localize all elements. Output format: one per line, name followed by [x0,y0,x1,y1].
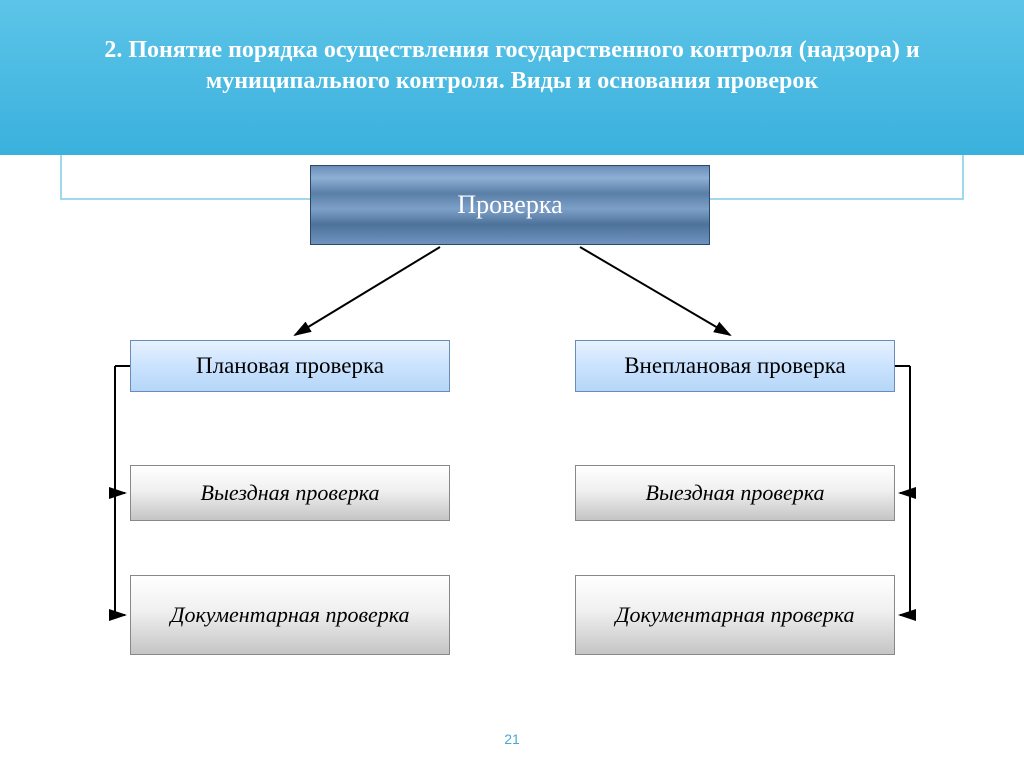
node-root-label: Проверка [457,189,562,220]
node-right-onsite-label: Выездная проверка [646,480,825,506]
node-left-documentary: Документарная проверка [130,575,450,655]
node-unplanned: Внеплановая проверка [575,340,895,392]
node-left-onsite-label: Выездная проверка [201,480,380,506]
node-planned: Плановая проверка [130,340,450,392]
slide-title: 2. Понятие порядка осуществления государ… [0,0,1024,155]
flowchart: Проверка Плановая проверка Внеплановая п… [0,165,1024,725]
node-unplanned-label: Внеплановая проверка [624,352,846,380]
node-right-documentary-label: Документарная проверка [615,602,854,628]
node-left-documentary-label: Документарная проверка [170,602,409,628]
node-root: Проверка [310,165,710,245]
page-number-text: 21 [504,731,520,747]
node-left-onsite: Выездная проверка [130,465,450,521]
slide-title-text: 2. Понятие порядка осуществления государ… [104,37,919,94]
node-planned-label: Плановая проверка [196,352,384,380]
page-number: 21 [0,731,1024,747]
node-right-onsite: Выездная проверка [575,465,895,521]
node-right-documentary: Документарная проверка [575,575,895,655]
